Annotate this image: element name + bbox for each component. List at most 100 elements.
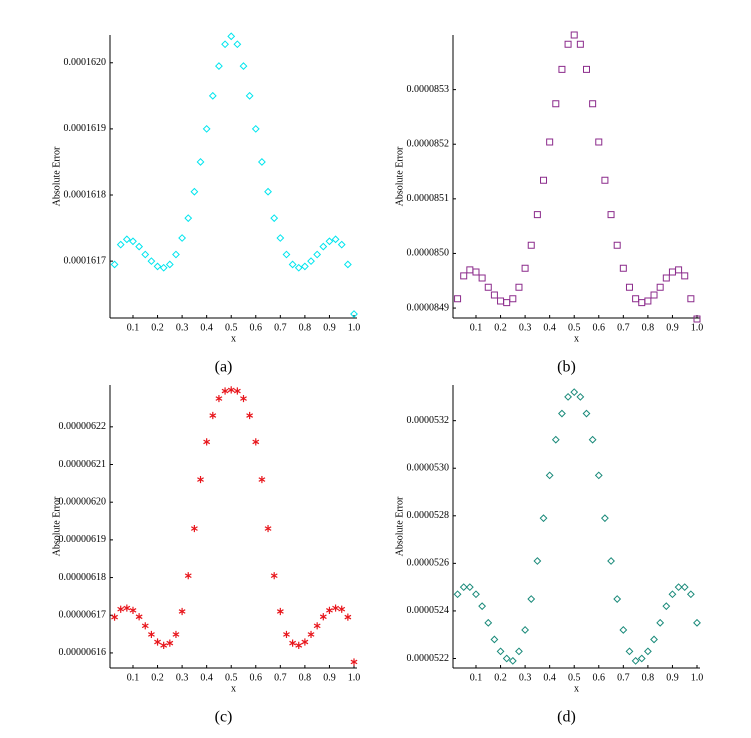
point (459, 583, 468, 592)
x-tick-label: 0.3 (176, 322, 189, 333)
point (496, 647, 505, 656)
x-tick-label: 0.7 (274, 322, 287, 333)
x-tick-label: 1.0 (348, 672, 361, 683)
point (301, 638, 309, 646)
point (313, 250, 322, 259)
y-tick-label: 0.0000530 (407, 463, 450, 474)
point (246, 411, 254, 420)
point (283, 630, 290, 639)
point (251, 124, 260, 133)
point (178, 607, 186, 616)
point (527, 595, 536, 603)
y-tick-label: 0.0000852 (407, 139, 450, 150)
x-tick-label: 0.8 (299, 322, 312, 333)
x-tick-label: 0.7 (617, 322, 630, 333)
x-tick-label: 0.5 (225, 322, 238, 333)
point (619, 264, 627, 272)
x-tick-label: 0.1 (470, 322, 483, 333)
point (638, 299, 646, 307)
point (644, 297, 652, 305)
y-tick-label: 0.00000622 (59, 421, 107, 432)
point (122, 235, 131, 244)
y-tick-label: 0.0000524 (407, 605, 450, 616)
point (123, 604, 131, 612)
y-tick-label: 0.00000619 (59, 534, 107, 545)
point (343, 260, 352, 269)
x-tick-label: 0.5 (225, 672, 238, 683)
point (350, 658, 358, 666)
point (668, 590, 677, 599)
point (576, 40, 584, 48)
point (227, 386, 235, 394)
point (135, 242, 144, 251)
point (337, 240, 346, 249)
point (613, 241, 621, 249)
point (570, 31, 578, 39)
point (111, 613, 118, 621)
point (540, 176, 548, 184)
point (681, 272, 689, 280)
point (166, 639, 174, 647)
point (276, 234, 285, 242)
x-tick-label: 1.0 (691, 672, 704, 683)
y-tick-label: 0.00000616 (59, 647, 107, 658)
x-tick-label: 0.3 (519, 672, 532, 683)
point (154, 638, 161, 646)
x-tick-label: 0.2 (151, 672, 164, 683)
point (607, 211, 615, 219)
y-tick-label: 0.00000621 (59, 459, 107, 470)
point (110, 260, 119, 269)
y-axis-label: Absolute Error (51, 496, 62, 556)
point (245, 91, 254, 100)
point (545, 471, 554, 480)
x-tick-label: 0.8 (642, 322, 655, 333)
point (478, 602, 487, 611)
point (184, 214, 193, 223)
point (693, 315, 701, 323)
point (497, 297, 505, 305)
point (209, 411, 217, 420)
y-tick-label: 0.0000522 (407, 653, 450, 664)
y-tick-label: 0.0000853 (407, 84, 450, 95)
x-tick-label: 0.1 (470, 672, 483, 683)
point (129, 606, 137, 614)
point (521, 264, 529, 272)
x-tick-label: 0.6 (250, 322, 263, 333)
point (270, 572, 278, 580)
point (147, 257, 156, 266)
point (258, 475, 266, 484)
x-tick-label: 0.7 (617, 672, 630, 683)
point (675, 266, 683, 274)
point (546, 138, 554, 146)
point (564, 392, 572, 401)
y-axis-label: Absolute Error (51, 146, 62, 206)
y-tick-label: 0.00000617 (59, 610, 107, 621)
x-tick-label: 0.1 (127, 672, 140, 683)
x-tick-label: 0.3 (176, 672, 189, 683)
panel-caption: (b) (557, 359, 576, 376)
point (307, 630, 315, 639)
panel-caption: (c) (215, 709, 233, 726)
point (515, 647, 523, 656)
point (160, 641, 168, 649)
point (300, 262, 309, 271)
x-tick-label: 0.3 (519, 322, 532, 333)
point (276, 607, 284, 616)
x-axis-label: x (231, 683, 236, 694)
y-tick-label: 0.0001618 (64, 189, 107, 200)
point (264, 524, 272, 533)
point (295, 641, 303, 649)
x-tick-label: 0.4 (200, 322, 213, 333)
point (190, 524, 198, 533)
y-tick-label: 0.00000618 (59, 572, 107, 583)
point (637, 654, 646, 663)
x-tick-label: 0.2 (151, 322, 164, 333)
point (215, 62, 223, 70)
point (490, 291, 498, 299)
point (484, 618, 493, 627)
x-tick-label: 0.4 (543, 672, 556, 683)
point (215, 394, 223, 403)
point (643, 647, 652, 656)
point (227, 32, 236, 41)
point (282, 250, 291, 259)
